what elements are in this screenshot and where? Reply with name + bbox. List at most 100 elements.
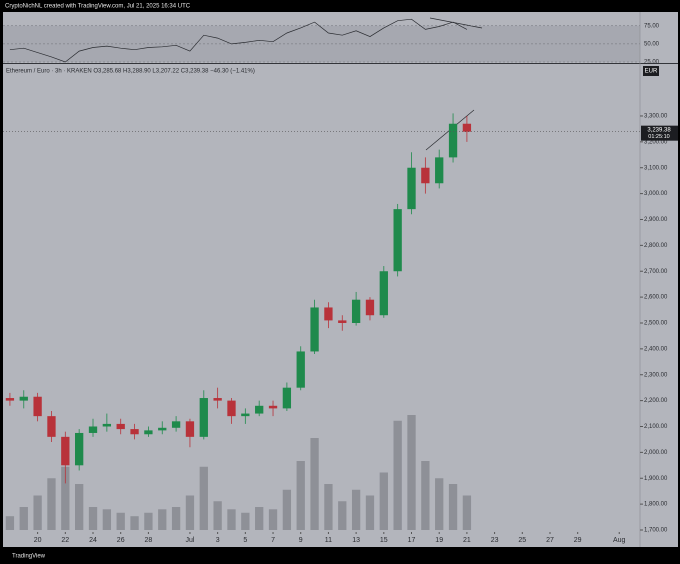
y-tick-label: 3,000.00 <box>644 191 668 197</box>
volume-bar <box>407 415 416 530</box>
x-tick-label: 22 <box>61 537 69 544</box>
y-tick-label: 2,100.00 <box>644 424 668 430</box>
candle-body <box>158 427 167 431</box>
volume-bar <box>75 484 84 530</box>
x-tick-label: 24 <box>89 537 97 544</box>
volume-bar <box>33 495 42 530</box>
candle-body <box>393 209 402 272</box>
volume-bar <box>379 472 388 530</box>
volume-bar <box>227 509 236 530</box>
y-tick-label: 2,200.00 <box>644 398 668 404</box>
volume-bar <box>199 466 208 530</box>
volume-bar <box>310 438 319 530</box>
x-tick-label: 29 <box>574 537 582 544</box>
volume-bar <box>88 507 98 530</box>
volume-bar <box>116 512 125 530</box>
volume-bar <box>338 501 347 530</box>
candle-body <box>19 396 28 401</box>
rsi-trend-line <box>429 17 483 29</box>
last-price-box <box>641 125 678 141</box>
x-tick-label: 27 <box>546 537 554 544</box>
volume-bar <box>365 495 375 530</box>
y-tick-label: 3,200.00 <box>644 139 668 145</box>
candle-body <box>47 416 56 437</box>
panel-bg <box>3 12 678 532</box>
x-tick-label: 19 <box>435 537 443 544</box>
y-tick-label: 1,900.00 <box>644 476 668 482</box>
volume-bar <box>268 509 278 530</box>
y-tick-label: 2,300.00 <box>644 372 668 378</box>
candle-body <box>268 405 278 409</box>
y-tick-label: 3,100.00 <box>644 165 668 171</box>
volume-bar <box>296 461 305 530</box>
x-tick-label: 3 <box>216 537 220 544</box>
volume-bar <box>102 509 112 530</box>
candle-body <box>379 271 388 316</box>
logo: TradingView <box>12 554 46 560</box>
volume-bar <box>393 420 402 530</box>
y-tick-label: 1,800.00 <box>644 502 668 508</box>
volume-bar <box>324 484 333 530</box>
source: CryptoNichNL created with TradingView.co… <box>5 4 191 10</box>
rsi-line <box>9 18 468 63</box>
candle-body <box>75 432 84 466</box>
candle-body <box>185 421 195 437</box>
x-tick-label: 7 <box>271 537 275 544</box>
volume-bar <box>448 484 458 530</box>
candle-body <box>255 405 264 414</box>
candle-body <box>421 167 430 184</box>
volume-bar <box>241 512 250 530</box>
currency: EUR <box>645 69 658 75</box>
candle-body <box>310 307 319 352</box>
candle-body <box>213 398 222 401</box>
x-axis-bg <box>3 532 678 547</box>
x-tick-label: 11 <box>325 537 332 544</box>
candle-body <box>324 307 333 321</box>
x-tick-label: 26 <box>117 537 125 544</box>
x-tick-label: 21 <box>463 537 471 544</box>
y-tick-label: 2,700.00 <box>644 269 668 275</box>
rsi-tick-label: 50.00 <box>644 41 660 47</box>
candle-body <box>365 299 375 316</box>
candle-body <box>116 423 125 430</box>
candle-body <box>448 123 458 158</box>
candle-body <box>130 429 139 435</box>
y-tick-label: 2,000.00 <box>644 450 668 456</box>
volume-bar <box>144 512 153 530</box>
x-tick-label: 9 <box>299 537 303 544</box>
y-tick-label: 2,800.00 <box>644 243 668 249</box>
candle-body <box>61 436 70 466</box>
y-tick-label: 3,300.00 <box>644 114 668 120</box>
last-price: 3,239.38 <box>647 128 671 134</box>
x-tick-label: 20 <box>34 537 42 544</box>
volume-bar <box>5 516 15 530</box>
candle-body <box>241 413 250 417</box>
currency-box <box>643 66 659 76</box>
candle-body <box>282 387 292 409</box>
header: Ethereum / Euro · 3h · KRAKEN O3,285.68 … <box>6 69 255 75</box>
x-tick-label: 23 <box>491 537 499 544</box>
candle-body <box>407 167 416 210</box>
volume-bar <box>171 507 181 530</box>
rsi-tick-label: 75.00 <box>644 23 660 29</box>
volume-bar <box>255 507 264 530</box>
x-tick-label: 28 <box>145 537 153 544</box>
candle-body <box>88 426 98 433</box>
volume-bar <box>130 516 139 530</box>
x-tick-label: 13 <box>352 537 360 544</box>
y-tick-label: 2,600.00 <box>644 295 668 301</box>
candle-body <box>33 396 42 417</box>
volume-bar <box>462 495 472 530</box>
candle-body <box>435 157 444 184</box>
x-tick-label: 5 <box>243 537 247 544</box>
candle-body <box>102 423 112 427</box>
x-tick-label: 17 <box>408 537 416 544</box>
x-tick-label: Jul <box>185 537 194 544</box>
y-tick-label: 2,500.00 <box>644 321 668 327</box>
candle-body <box>296 351 305 388</box>
volume-bar <box>158 509 167 530</box>
y-tick-label: 2,900.00 <box>644 217 668 223</box>
volume-bar <box>351 489 361 530</box>
volume-bar <box>19 507 28 530</box>
